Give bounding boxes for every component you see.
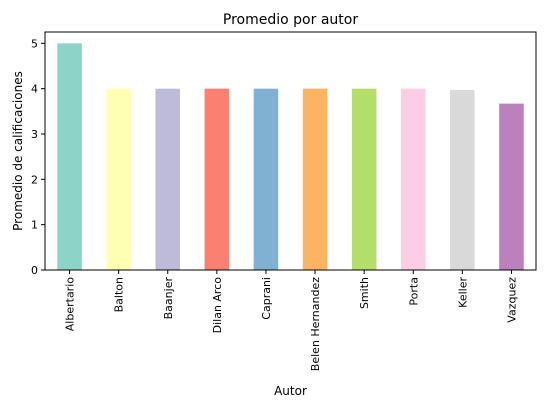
- x-tick-label-7: Porta: [407, 277, 420, 306]
- x-tick-label-9: Vazquez: [505, 277, 518, 323]
- y-tick-label-3: 3: [31, 128, 38, 141]
- x-axis: Albertario Balton Baanjer Dilan Arco Caprani…: [64, 270, 518, 371]
- chart-title: Promedio por autor: [223, 12, 358, 28]
- x-tick-label-1: Balton: [113, 277, 126, 312]
- bar-6: [351, 88, 377, 270]
- x-tick-label-0: Albertario: [64, 277, 77, 331]
- bar-5: [302, 88, 328, 270]
- plot-frame: [44, 31, 537, 271]
- x-tick-label-5: Belen Hernandez: [309, 277, 322, 371]
- y-tick-label-2: 2: [31, 173, 38, 186]
- y-tick-label-0: 0: [31, 264, 38, 277]
- y-axis: 0 1 2 3 4 5: [31, 37, 45, 277]
- y-tick-label-1: 1: [31, 219, 38, 232]
- x-axis-label: Autor: [274, 384, 307, 398]
- bar-3: [204, 88, 230, 270]
- x-tick-label-6: Smith: [358, 277, 371, 309]
- bar-7: [400, 88, 426, 270]
- bars-group: [57, 43, 524, 270]
- bar-1: [106, 88, 131, 270]
- x-tick-label-2: Baanjer: [162, 277, 175, 320]
- bar-2: [155, 88, 181, 270]
- bar-4: [253, 88, 279, 270]
- bar-9: [499, 103, 524, 270]
- x-tick-label-3: Dilan Arco: [211, 277, 224, 334]
- x-tick-label-4: Caprani: [260, 277, 273, 320]
- y-tick-label-5: 5: [31, 37, 38, 50]
- bar-8: [450, 90, 475, 270]
- x-tick-label-8: Keller: [456, 277, 469, 308]
- y-axis-label: Promedio de calificaciones: [11, 71, 25, 231]
- bar-0: [57, 43, 82, 270]
- y-tick-label-4: 4: [31, 83, 38, 96]
